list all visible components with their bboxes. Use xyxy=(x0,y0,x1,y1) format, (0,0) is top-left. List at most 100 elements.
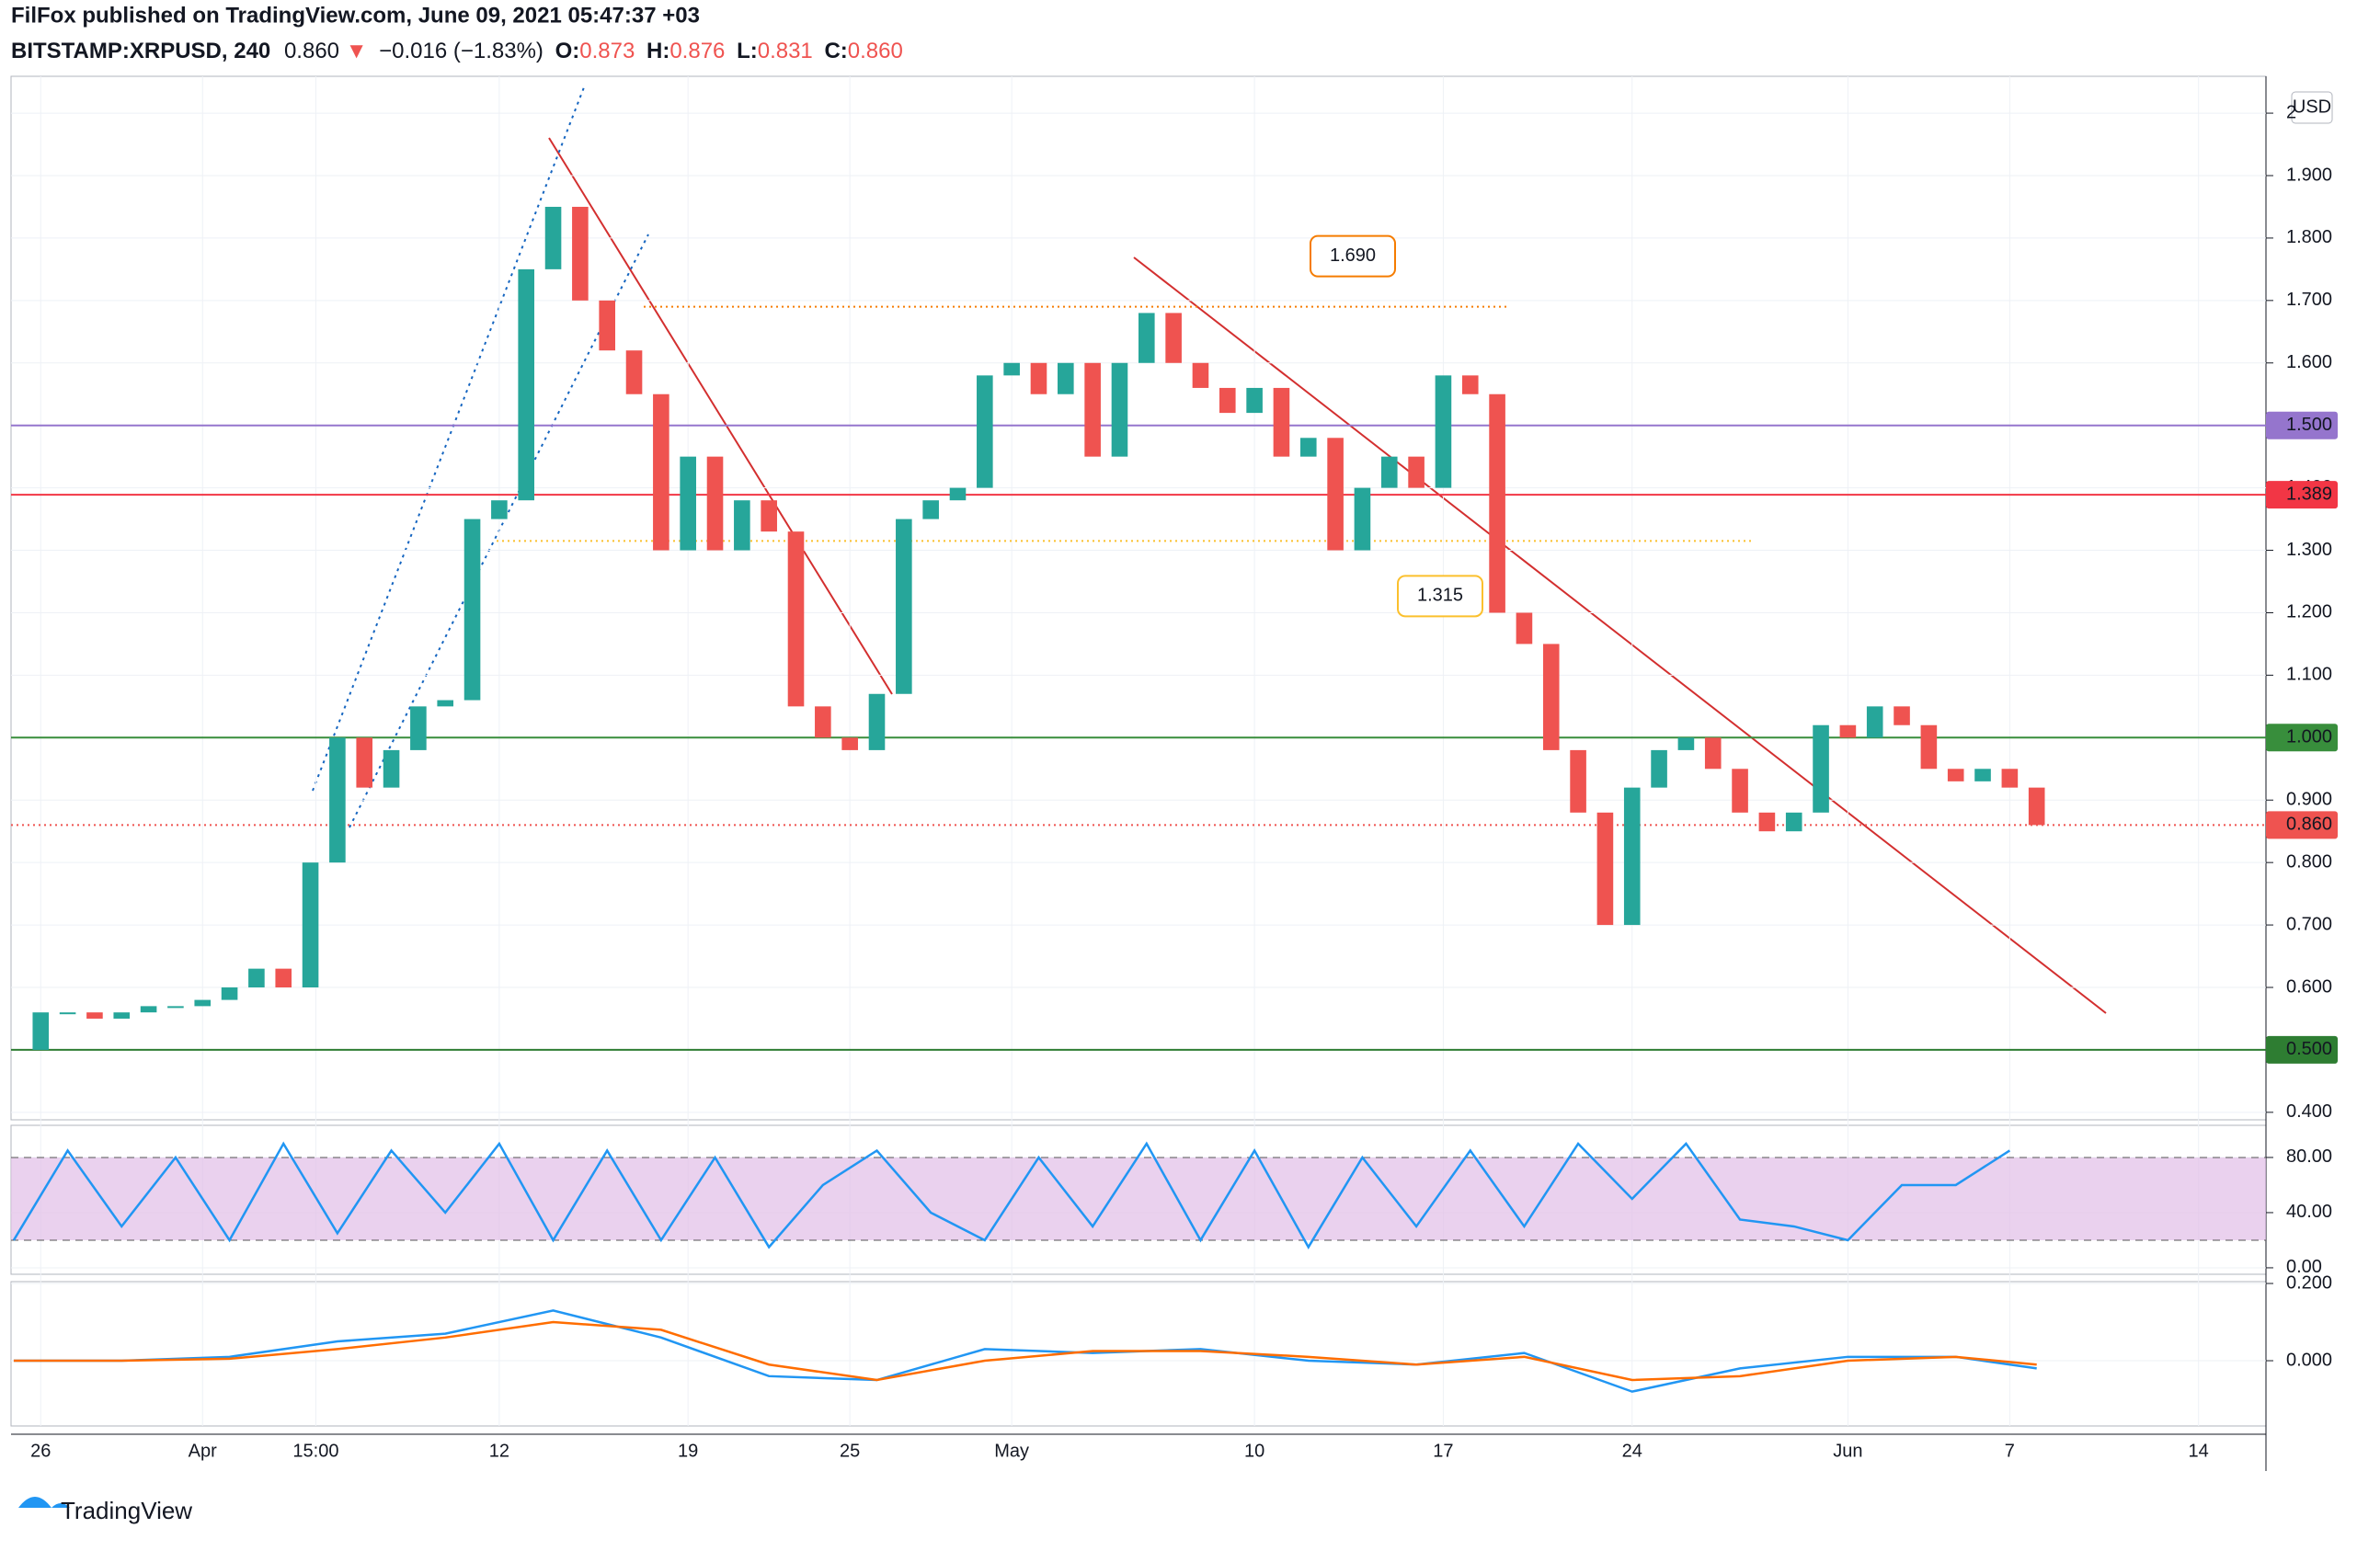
y-tick-label: 1.200 xyxy=(2286,602,2332,622)
l-label: L: xyxy=(737,39,758,63)
candle xyxy=(1758,812,1776,832)
candle xyxy=(544,206,562,269)
x-tick-label: 14 xyxy=(2189,1441,2209,1461)
high: 0.876 xyxy=(669,39,725,63)
open: 0.873 xyxy=(579,39,635,63)
level-label: 0.500 xyxy=(2286,1039,2332,1059)
candle xyxy=(329,737,346,863)
level-label: 1.500 xyxy=(2286,415,2332,435)
candle xyxy=(1516,612,1533,644)
candle xyxy=(167,1006,184,1009)
candle xyxy=(815,706,831,738)
candle xyxy=(32,1012,50,1050)
series-line xyxy=(13,1309,2037,1393)
currency-box[interactable] xyxy=(2291,91,2333,124)
y-tick-label: 1.800 xyxy=(2286,227,2332,247)
candle xyxy=(1542,644,1560,750)
candle xyxy=(706,456,724,551)
level-tag xyxy=(2266,724,2338,752)
x-tick-label: 26 xyxy=(30,1441,51,1461)
candle xyxy=(1192,362,1209,388)
y-tick-label: 0.400 xyxy=(2286,1101,2332,1122)
candle xyxy=(1030,362,1047,394)
candle xyxy=(1084,362,1101,457)
candle xyxy=(787,531,805,707)
candle xyxy=(1651,749,1667,788)
candle xyxy=(1813,724,1829,813)
candle xyxy=(1408,456,1425,488)
x-tick-label: 25 xyxy=(840,1441,860,1461)
candle xyxy=(625,350,643,394)
series-line xyxy=(12,1141,2011,1249)
candle xyxy=(1139,313,1155,363)
candle xyxy=(1947,769,1964,781)
level-label: 1.000 xyxy=(2286,727,2332,747)
annotation-box xyxy=(1397,575,1483,618)
candle xyxy=(1219,387,1236,414)
y-tick-label: 80.00 xyxy=(2286,1146,2332,1167)
candle xyxy=(1003,362,1020,376)
candle xyxy=(1165,313,1182,363)
series-line xyxy=(13,1320,2037,1382)
level-tag xyxy=(2266,811,2338,839)
candle xyxy=(275,968,292,988)
currency: USD xyxy=(2293,97,2331,117)
y-tick-label: 0.800 xyxy=(2286,851,2332,872)
candle xyxy=(491,500,508,519)
candle xyxy=(896,519,912,694)
y-tick-label: 0.000 xyxy=(2286,1350,2332,1370)
candle xyxy=(194,999,212,1007)
candle xyxy=(1704,737,1722,770)
candle xyxy=(1380,456,1398,488)
symbol: BITSTAMP:XRPUSD, 240 xyxy=(11,39,270,63)
candle xyxy=(1677,737,1695,750)
candle xyxy=(2001,769,2019,788)
c-label: C: xyxy=(824,39,847,63)
y-tick-label: 1.100 xyxy=(2286,665,2332,685)
candle xyxy=(761,500,777,532)
last: 0.860 xyxy=(284,39,339,63)
candle xyxy=(1894,706,1910,725)
publisher: FilFox published on TradingView.com, Jun… xyxy=(11,3,700,28)
candle xyxy=(1354,487,1371,551)
candle xyxy=(437,700,454,707)
level-tag xyxy=(2266,481,2338,509)
low: 0.831 xyxy=(758,39,813,63)
y-tick-label: 1.700 xyxy=(2286,290,2332,310)
level-tag xyxy=(2266,411,2338,439)
x-tick-label: Apr xyxy=(189,1441,217,1461)
candle xyxy=(868,693,886,750)
candle xyxy=(1974,769,1991,781)
x-tick-label: 7 xyxy=(2005,1441,2015,1461)
x-tick-label: 17 xyxy=(1433,1441,1453,1461)
x-tick-label: 12 xyxy=(489,1441,509,1461)
change: −0.016 (−1.83%) xyxy=(379,39,544,63)
candle xyxy=(1461,375,1479,394)
o-label: O: xyxy=(555,39,580,63)
x-tick-label: May xyxy=(994,1441,1029,1461)
candle xyxy=(599,300,615,351)
logo xyxy=(18,1497,70,1508)
candle xyxy=(1732,769,1748,813)
candle xyxy=(248,968,265,988)
y-tick-label: 1.900 xyxy=(2286,165,2332,185)
candle xyxy=(653,393,669,551)
y-tick-label: 0.600 xyxy=(2286,976,2332,997)
candle xyxy=(1839,724,1857,738)
candle xyxy=(463,519,481,701)
candle xyxy=(1111,362,1128,457)
x-tick-label: Jun xyxy=(1833,1441,1862,1461)
x-tick-label: 24 xyxy=(1622,1441,1642,1461)
candle xyxy=(221,987,238,1000)
y-tick-label: 0.900 xyxy=(2286,790,2332,810)
level-label: 1.389 xyxy=(2286,484,2332,504)
candle xyxy=(1299,438,1317,457)
candle xyxy=(1273,387,1290,457)
candle xyxy=(1920,724,1938,770)
candle xyxy=(1058,362,1074,394)
price-pane xyxy=(10,75,2267,1121)
x-tick-label: 19 xyxy=(678,1441,698,1461)
brand: TradingView xyxy=(61,1497,192,1524)
h-label: H: xyxy=(646,39,669,63)
